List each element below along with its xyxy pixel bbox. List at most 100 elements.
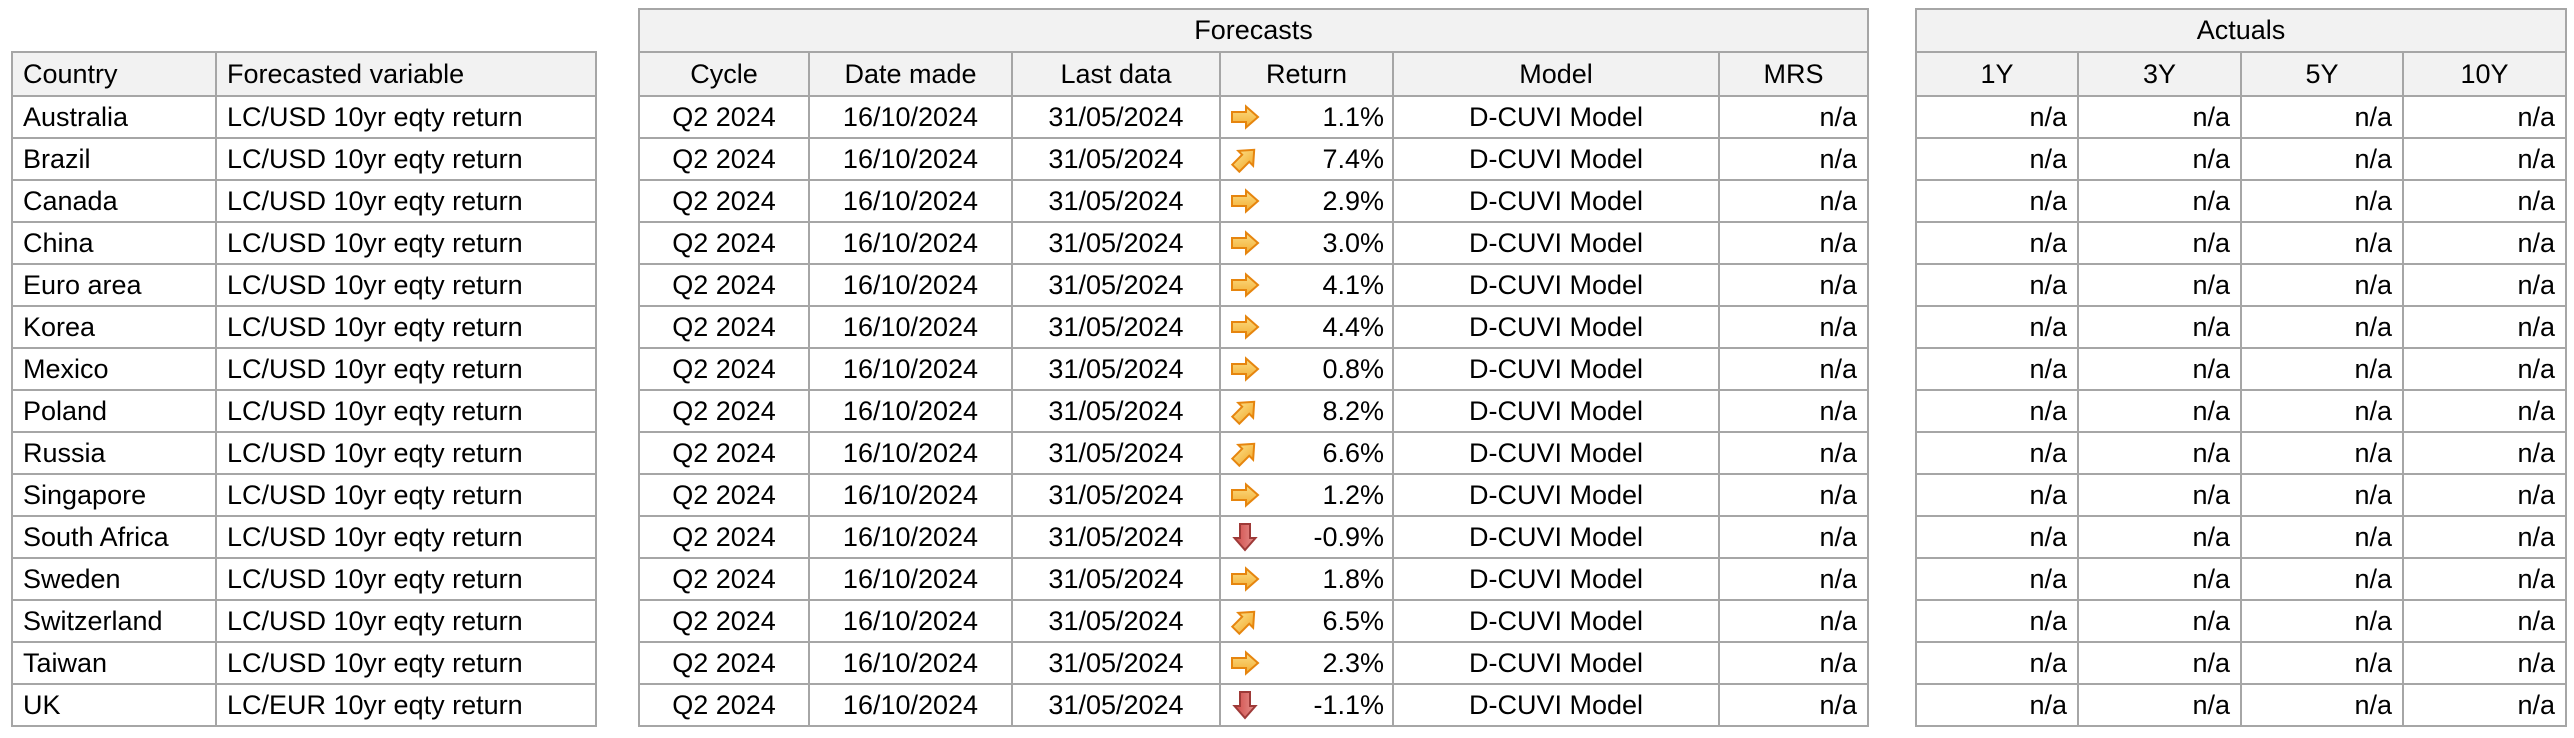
cycle-cell[interactable]: Q2 2024 bbox=[638, 347, 810, 391]
mrs-column-header[interactable]: MRS bbox=[1717, 51, 1870, 97]
country-cell[interactable]: Poland bbox=[11, 389, 217, 433]
last-data-cell[interactable]: 31/05/2024 bbox=[1011, 431, 1221, 475]
forecasted-variable-cell[interactable]: LC/USD 10yr eqty return bbox=[215, 557, 597, 601]
last-data-cell[interactable]: 31/05/2024 bbox=[1011, 641, 1221, 685]
country-cell[interactable]: Sweden bbox=[11, 557, 217, 601]
model-cell[interactable]: D-CUVI Model bbox=[1392, 221, 1720, 265]
last-data-column-header[interactable]: Last data bbox=[1011, 51, 1221, 97]
date-made-cell[interactable]: 16/10/2024 bbox=[808, 599, 1013, 643]
forecasted-variable-cell[interactable]: LC/USD 10yr eqty return bbox=[215, 641, 597, 685]
return-cell[interactable]: -1.1% bbox=[1219, 683, 1394, 727]
actual-5y-cell[interactable]: n/a bbox=[2240, 431, 2404, 475]
last-data-cell[interactable]: 31/05/2024 bbox=[1011, 389, 1221, 433]
mrs-cell[interactable]: n/a bbox=[1717, 347, 1870, 391]
cycle-cell[interactable]: Q2 2024 bbox=[638, 557, 810, 601]
forecasts-title[interactable]: Forecasts bbox=[637, 8, 1870, 53]
mrs-cell[interactable]: n/a bbox=[1717, 557, 1870, 601]
mrs-cell[interactable]: n/a bbox=[1717, 473, 1870, 517]
return-cell[interactable]: 6.5% bbox=[1219, 599, 1394, 643]
actual-5y-cell[interactable]: n/a bbox=[2240, 305, 2404, 349]
actual-3y-cell[interactable]: n/a bbox=[2077, 221, 2242, 265]
country-cell[interactable]: Korea bbox=[11, 305, 217, 349]
country-cell[interactable]: UK bbox=[11, 683, 217, 727]
return-cell[interactable]: 3.0% bbox=[1219, 221, 1394, 265]
forecasted-variable-cell[interactable]: LC/USD 10yr eqty return bbox=[215, 347, 597, 391]
forecasted-variable-cell[interactable]: LC/USD 10yr eqty return bbox=[215, 389, 597, 433]
actuals-10y-column-header[interactable]: 10Y bbox=[2401, 51, 2568, 97]
actual-5y-cell[interactable]: n/a bbox=[2240, 95, 2404, 139]
mrs-cell[interactable]: n/a bbox=[1717, 515, 1870, 559]
actual-10y-cell[interactable]: n/a bbox=[2401, 389, 2568, 433]
actual-3y-cell[interactable]: n/a bbox=[2077, 431, 2242, 475]
model-cell[interactable]: D-CUVI Model bbox=[1392, 557, 1720, 601]
country-cell[interactable]: Switzerland bbox=[11, 599, 217, 643]
date-made-cell[interactable]: 16/10/2024 bbox=[808, 431, 1013, 475]
cycle-cell[interactable]: Q2 2024 bbox=[638, 263, 810, 307]
mrs-cell[interactable]: n/a bbox=[1717, 179, 1870, 223]
actual-3y-cell[interactable]: n/a bbox=[2077, 641, 2242, 685]
actual-1y-cell[interactable]: n/a bbox=[1915, 347, 2079, 391]
actual-10y-cell[interactable]: n/a bbox=[2401, 179, 2568, 223]
actuals-5y-column-header[interactable]: 5Y bbox=[2240, 51, 2404, 97]
actual-3y-cell[interactable]: n/a bbox=[2077, 515, 2242, 559]
actual-5y-cell[interactable]: n/a bbox=[2240, 557, 2404, 601]
actual-1y-cell[interactable]: n/a bbox=[1915, 137, 2079, 181]
actual-5y-cell[interactable]: n/a bbox=[2240, 263, 2404, 307]
cycle-cell[interactable]: Q2 2024 bbox=[638, 599, 810, 643]
actual-5y-cell[interactable]: n/a bbox=[2240, 221, 2404, 265]
forecasted-variable-cell[interactable]: LC/EUR 10yr eqty return bbox=[215, 683, 597, 727]
model-cell[interactable]: D-CUVI Model bbox=[1392, 305, 1720, 349]
actual-5y-cell[interactable]: n/a bbox=[2240, 641, 2404, 685]
last-data-cell[interactable]: 31/05/2024 bbox=[1011, 473, 1221, 517]
mrs-cell[interactable]: n/a bbox=[1717, 389, 1870, 433]
model-cell[interactable]: D-CUVI Model bbox=[1392, 179, 1720, 223]
last-data-cell[interactable]: 31/05/2024 bbox=[1011, 221, 1221, 265]
return-column-header[interactable]: Return bbox=[1219, 51, 1394, 97]
model-cell[interactable]: D-CUVI Model bbox=[1392, 347, 1720, 391]
actual-10y-cell[interactable]: n/a bbox=[2401, 515, 2568, 559]
country-column-header[interactable]: Country bbox=[11, 51, 217, 97]
forecasted-variable-cell[interactable]: LC/USD 10yr eqty return bbox=[215, 305, 597, 349]
cycle-cell[interactable]: Q2 2024 bbox=[638, 137, 810, 181]
model-cell[interactable]: D-CUVI Model bbox=[1392, 599, 1720, 643]
actual-10y-cell[interactable]: n/a bbox=[2401, 431, 2568, 475]
return-cell[interactable]: 1.1% bbox=[1219, 95, 1394, 139]
actual-3y-cell[interactable]: n/a bbox=[2077, 599, 2242, 643]
actual-3y-cell[interactable]: n/a bbox=[2077, 95, 2242, 139]
date-made-cell[interactable]: 16/10/2024 bbox=[808, 473, 1013, 517]
date-made-column-header[interactable]: Date made bbox=[808, 51, 1013, 97]
date-made-cell[interactable]: 16/10/2024 bbox=[808, 557, 1013, 601]
return-cell[interactable]: -0.9% bbox=[1219, 515, 1394, 559]
cycle-cell[interactable]: Q2 2024 bbox=[638, 683, 810, 727]
forecasted-variable-cell[interactable]: LC/USD 10yr eqty return bbox=[215, 431, 597, 475]
country-cell[interactable]: South Africa bbox=[11, 515, 217, 559]
mrs-cell[interactable]: n/a bbox=[1717, 683, 1870, 727]
model-cell[interactable]: D-CUVI Model bbox=[1392, 683, 1720, 727]
forecasted-variable-cell[interactable]: LC/USD 10yr eqty return bbox=[215, 221, 597, 265]
actual-1y-cell[interactable]: n/a bbox=[1915, 599, 2079, 643]
actual-10y-cell[interactable]: n/a bbox=[2401, 557, 2568, 601]
forecasted-variable-cell[interactable]: LC/USD 10yr eqty return bbox=[215, 95, 597, 139]
cycle-cell[interactable]: Q2 2024 bbox=[638, 221, 810, 265]
return-cell[interactable]: 2.3% bbox=[1219, 641, 1394, 685]
actual-1y-cell[interactable]: n/a bbox=[1915, 95, 2079, 139]
actual-1y-cell[interactable]: n/a bbox=[1915, 557, 2079, 601]
cycle-column-header[interactable]: Cycle bbox=[638, 51, 810, 97]
last-data-cell[interactable]: 31/05/2024 bbox=[1011, 305, 1221, 349]
return-cell[interactable]: 4.1% bbox=[1219, 263, 1394, 307]
mrs-cell[interactable]: n/a bbox=[1717, 221, 1870, 265]
country-cell[interactable]: Australia bbox=[11, 95, 217, 139]
forecasted-variable-cell[interactable]: LC/USD 10yr eqty return bbox=[215, 263, 597, 307]
actual-3y-cell[interactable]: n/a bbox=[2077, 179, 2242, 223]
forecasted-variable-cell[interactable]: LC/USD 10yr eqty return bbox=[215, 137, 597, 181]
actual-10y-cell[interactable]: n/a bbox=[2401, 473, 2568, 517]
date-made-cell[interactable]: 16/10/2024 bbox=[808, 95, 1013, 139]
date-made-cell[interactable]: 16/10/2024 bbox=[808, 347, 1013, 391]
actual-10y-cell[interactable]: n/a bbox=[2401, 683, 2568, 727]
return-cell[interactable]: 0.8% bbox=[1219, 347, 1394, 391]
cycle-cell[interactable]: Q2 2024 bbox=[638, 179, 810, 223]
last-data-cell[interactable]: 31/05/2024 bbox=[1011, 347, 1221, 391]
return-cell[interactable]: 4.4% bbox=[1219, 305, 1394, 349]
actual-3y-cell[interactable]: n/a bbox=[2077, 557, 2242, 601]
country-cell[interactable]: China bbox=[11, 221, 217, 265]
